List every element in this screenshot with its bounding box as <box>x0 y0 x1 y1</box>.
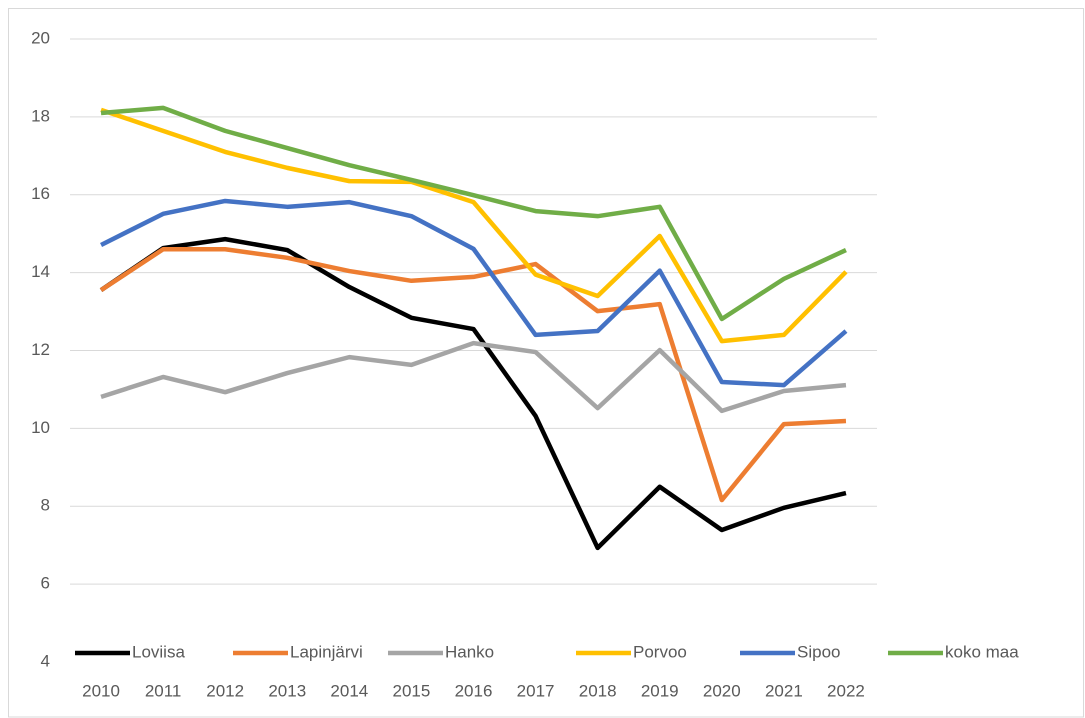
series-line <box>100 105 847 322</box>
x-tick-label: 2021 <box>765 681 803 700</box>
x-tick-label: 2022 <box>827 681 865 700</box>
x-tick-label: 2017 <box>517 681 555 700</box>
x-tick-label: 2016 <box>455 681 493 700</box>
legend-label: Lapinjärvi <box>290 642 363 661</box>
series-line <box>99 247 847 503</box>
y-tick-label: 16 <box>31 184 50 203</box>
legend-label: Hanko <box>445 642 494 661</box>
x-tick-label: 2013 <box>268 681 306 700</box>
legend-label: koko maa <box>945 642 1019 661</box>
x-tick-label: 2012 <box>206 681 244 700</box>
series-line <box>99 236 847 551</box>
series-line <box>100 107 848 344</box>
x-tick-label: 2014 <box>330 681 368 700</box>
legend-label: Sipoo <box>797 642 840 661</box>
x-tick-label: 2015 <box>393 681 431 700</box>
y-tick-label: 12 <box>31 340 50 359</box>
y-tick-label: 18 <box>31 106 50 125</box>
series-line <box>100 340 847 414</box>
y-tick-label: 4 <box>41 651 50 670</box>
y-tick-label: 8 <box>41 496 50 515</box>
legend-label: Loviisa <box>132 642 185 661</box>
y-tick-label: 20 <box>31 28 50 47</box>
y-tick-label: 14 <box>31 262 50 281</box>
y-tick-label: 10 <box>31 418 50 437</box>
x-tick-label: 2020 <box>703 681 741 700</box>
y-tick-label: 6 <box>41 574 50 593</box>
x-tick-label: 2018 <box>579 681 617 700</box>
x-tick-label: 2011 <box>145 681 182 700</box>
chart-border <box>8 8 1084 718</box>
x-tick-label: 2010 <box>82 681 120 700</box>
legend-label: Porvoo <box>633 642 687 661</box>
x-tick-label: 2019 <box>641 681 679 700</box>
series-line <box>100 198 848 388</box>
